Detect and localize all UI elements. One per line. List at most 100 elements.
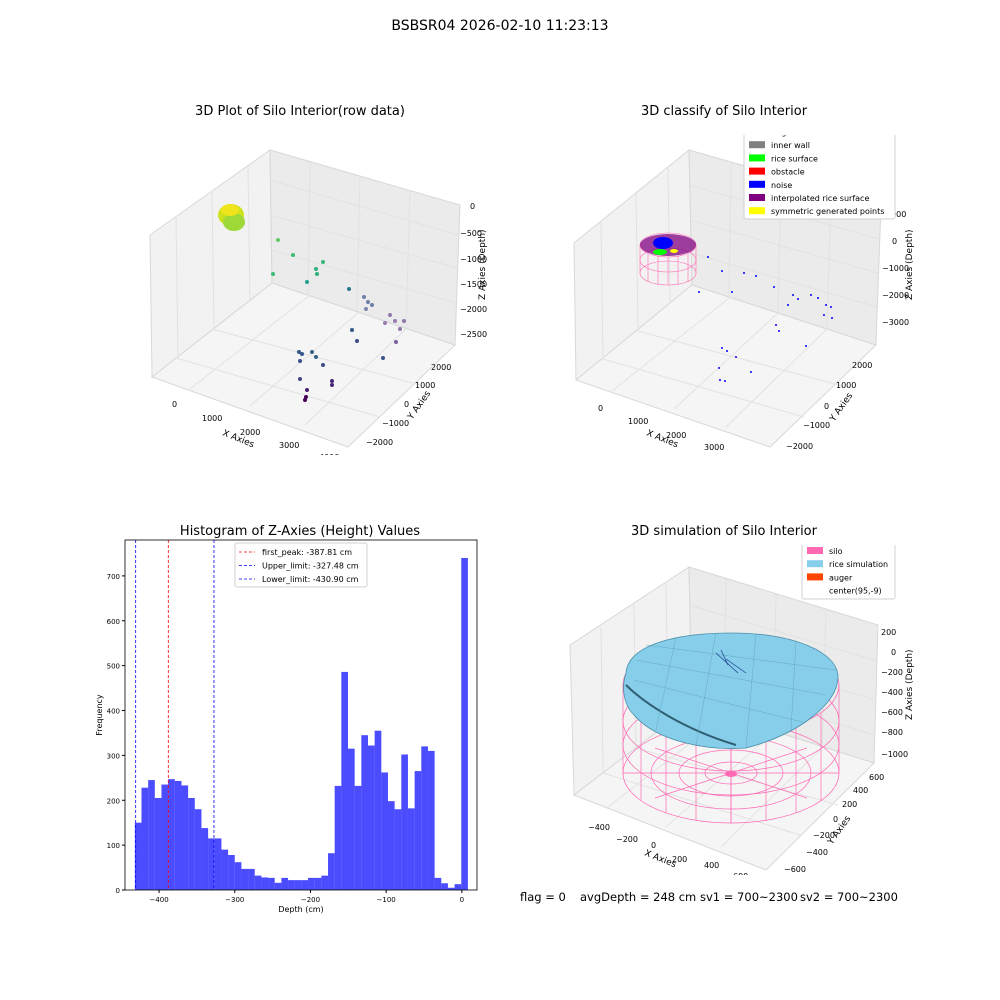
- hist-x-label: Depth (cm): [278, 905, 323, 914]
- point: [755, 275, 757, 277]
- point: [778, 330, 780, 332]
- z-tick: −800: [881, 728, 903, 737]
- y-tick: 0: [404, 400, 409, 409]
- z-tick: −400: [881, 688, 903, 697]
- legend-swatch: [749, 180, 765, 188]
- hist-bar: [148, 780, 155, 890]
- x-tick: 0: [598, 404, 603, 413]
- z-tick: −600: [881, 708, 903, 717]
- point: [726, 350, 728, 352]
- point: [724, 380, 726, 382]
- hist-bar: [328, 853, 335, 890]
- sv2-text: sv2 = 700~2300: [800, 890, 898, 904]
- point: [364, 307, 368, 311]
- legend-label: auger: [829, 573, 853, 582]
- hist-bar: [441, 883, 448, 890]
- hist-bar: [194, 809, 202, 890]
- noise-cluster: [653, 237, 673, 249]
- y-tick-label: 200: [107, 797, 120, 805]
- point: [735, 356, 737, 358]
- x-tick: 1000: [628, 417, 648, 426]
- hist-bar: [461, 557, 468, 890]
- point: [298, 377, 302, 381]
- silo-center-marker: [725, 771, 737, 777]
- hist-bar: [174, 780, 182, 890]
- z-axis-label: Z Axies (Depth): [905, 229, 915, 300]
- hist-bar: [401, 754, 408, 890]
- hist-bar: [248, 868, 255, 890]
- plot1-points: [218, 204, 406, 402]
- x-axis-label: X Axies: [643, 849, 678, 871]
- plot2-title: 3D classify of Silo Interior: [640, 104, 808, 119]
- y-tick: −600: [784, 865, 806, 874]
- plot1-3d-axes: 0 1000 2000 3000 4000 −2000 −1000 0 1000…: [149, 149, 488, 455]
- y-axis-label: Y Axies: [406, 389, 434, 422]
- point: [310, 350, 314, 354]
- x-tick: 4000: [742, 454, 762, 455]
- hist-bar: [161, 784, 169, 890]
- hist-bar: [141, 787, 149, 890]
- x-tick-label: −200: [301, 896, 320, 904]
- y-tick-label: 0: [116, 887, 120, 895]
- hist-bar: [234, 862, 242, 890]
- legend-label: noise: [771, 181, 792, 190]
- y-tick: −400: [806, 848, 828, 857]
- x-tick-label: −400: [149, 896, 168, 904]
- point: [315, 272, 319, 276]
- hist-bar: [447, 887, 455, 890]
- hist-bar: [421, 746, 428, 890]
- plot2-3d-axes: 0 1000 2000 3000 4000 −2000 −1000 0 1000…: [573, 135, 915, 455]
- z-axis-label: Z Axies (Depth): [478, 229, 488, 300]
- z-tick: −3000: [882, 318, 909, 327]
- y-tick-label: 500: [107, 663, 120, 671]
- point: [394, 340, 398, 344]
- plot2-legend: original data inner wall rice surface obsta…: [743, 135, 896, 220]
- legend-box: [743, 135, 896, 220]
- y-tick: 200: [842, 800, 857, 809]
- point: [271, 272, 275, 276]
- point: [773, 286, 775, 288]
- x-tick: 4000: [319, 453, 339, 455]
- hist-bar: [188, 798, 195, 890]
- hist-bar: [387, 801, 395, 890]
- legend-label: Lower_limit: -430.90 cm: [262, 575, 359, 584]
- point: [303, 398, 307, 402]
- z-tick: 0: [891, 648, 896, 657]
- point: [805, 345, 807, 347]
- legend-label: silo: [829, 547, 843, 556]
- histogram-chart: 0 100 200 300 400 500 600 700 −400 −300 −200 −100 0…: [95, 539, 478, 914]
- point: [823, 314, 825, 316]
- x-tick: −200: [616, 835, 638, 844]
- hist-bar: [294, 880, 302, 890]
- hist-bar: [228, 855, 235, 890]
- point: [297, 350, 301, 354]
- point-cluster: [221, 204, 239, 216]
- point: [362, 295, 366, 299]
- y-tick: −2000: [366, 438, 393, 447]
- point: [721, 270, 723, 272]
- point: [298, 359, 302, 363]
- x-tick: 3000: [279, 441, 299, 450]
- y-tick: 1000: [836, 381, 856, 390]
- z-tick: −2500: [460, 330, 487, 339]
- x-tick: 0: [172, 400, 177, 409]
- legend-swatch: [807, 560, 823, 568]
- hist-x-ticks: −400 −300 −200 −100 0: [149, 890, 464, 904]
- hist-bar: [268, 877, 275, 890]
- hist-bar: [348, 748, 355, 890]
- hist-bar: [134, 822, 142, 890]
- legend-label: original data: [771, 135, 822, 137]
- legend-label: symmetric generated points: [771, 207, 884, 216]
- hist-bar: [254, 875, 262, 890]
- point: [321, 363, 325, 367]
- hist-bar: [394, 809, 402, 890]
- point: [366, 300, 370, 304]
- x-tick: −400: [588, 823, 610, 832]
- hist-reference-lines: [135, 540, 215, 890]
- z-tick: −200: [881, 668, 903, 677]
- point: [787, 304, 789, 306]
- z-tick: 1000: [886, 210, 906, 219]
- y-axis-label: Y Axies: [828, 391, 856, 424]
- point: [305, 388, 309, 392]
- legend-swatch: [749, 154, 765, 162]
